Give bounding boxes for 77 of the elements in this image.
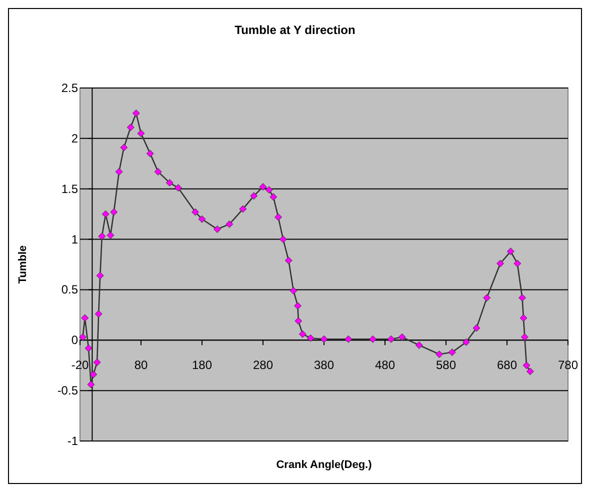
point xyxy=(90,370,98,378)
y-tick-label: 2.5 xyxy=(61,81,78,95)
x-axis-title: Crank Angle(Deg.) xyxy=(276,459,372,471)
y-tick-label: -1 xyxy=(67,434,78,448)
y-axis-title: Tumble xyxy=(17,245,29,284)
x-tick-label: 80 xyxy=(134,358,148,372)
point xyxy=(514,260,522,268)
x-tick-label: 280 xyxy=(252,358,274,372)
point xyxy=(146,150,154,158)
x-tick-label: 480 xyxy=(374,358,396,372)
y-tick-label: 0 xyxy=(71,333,78,348)
x-tick-label: 780 xyxy=(558,358,578,372)
point xyxy=(84,344,92,352)
point xyxy=(320,335,328,343)
point xyxy=(483,294,491,302)
x-tick-label: 380 xyxy=(314,358,334,372)
point xyxy=(137,130,145,138)
point xyxy=(344,335,352,343)
point xyxy=(522,362,530,370)
chart-title: Tumble at Y direction xyxy=(234,23,356,37)
point xyxy=(387,335,395,343)
point xyxy=(462,338,470,346)
y-tick-label: 1 xyxy=(71,232,78,246)
point xyxy=(369,335,377,343)
point xyxy=(106,232,114,239)
point xyxy=(120,144,128,152)
point xyxy=(274,213,282,221)
x-tick-label: -20 xyxy=(71,358,89,372)
point xyxy=(415,341,423,349)
point xyxy=(520,333,528,341)
point xyxy=(198,215,206,223)
point xyxy=(93,358,101,366)
point xyxy=(270,193,278,201)
y-tick-label: -0.5 xyxy=(57,384,78,398)
y-tick-label: 1.5 xyxy=(61,182,78,196)
point xyxy=(279,236,287,244)
point xyxy=(166,179,174,187)
point xyxy=(132,109,140,117)
y-tick-label: 0.5 xyxy=(61,282,78,297)
point xyxy=(250,192,258,200)
point xyxy=(94,310,102,318)
point xyxy=(472,324,480,332)
point xyxy=(290,286,298,294)
point xyxy=(518,294,526,302)
point xyxy=(154,168,162,176)
point xyxy=(214,225,221,233)
point xyxy=(87,380,95,388)
point xyxy=(265,186,273,194)
point xyxy=(81,314,89,322)
point xyxy=(96,272,104,280)
point xyxy=(126,124,134,132)
point xyxy=(298,330,306,338)
point xyxy=(98,232,106,240)
point xyxy=(496,260,504,268)
point xyxy=(259,183,267,191)
point xyxy=(294,317,302,325)
point xyxy=(78,333,86,341)
point xyxy=(110,208,118,216)
point xyxy=(174,184,182,192)
point xyxy=(102,210,110,218)
x-tick-label: 180 xyxy=(192,358,212,372)
point xyxy=(448,348,456,356)
point xyxy=(436,350,444,358)
point xyxy=(294,302,302,310)
point xyxy=(398,333,406,341)
point xyxy=(192,208,200,216)
point xyxy=(306,334,314,342)
x-tick-label: 680 xyxy=(496,358,518,372)
x-tick-label: 580 xyxy=(436,358,456,372)
y-tick-label: 2 xyxy=(71,131,78,146)
point xyxy=(239,205,247,213)
point xyxy=(284,256,292,264)
point xyxy=(520,314,528,322)
point xyxy=(506,248,514,256)
point xyxy=(526,368,534,376)
point xyxy=(226,220,234,228)
point xyxy=(115,168,123,176)
